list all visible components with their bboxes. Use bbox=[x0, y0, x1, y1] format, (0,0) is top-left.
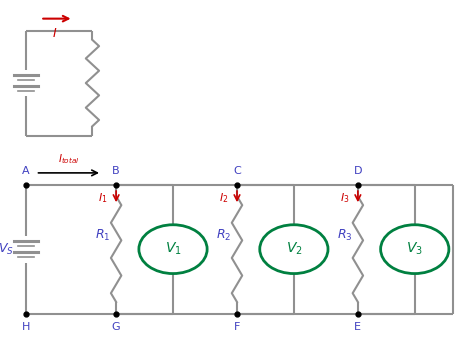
Text: I: I bbox=[53, 27, 56, 40]
Text: $V_1$: $V_1$ bbox=[164, 241, 182, 257]
Text: $V_3$: $V_3$ bbox=[406, 241, 423, 257]
Text: E: E bbox=[355, 322, 361, 332]
Text: A: A bbox=[22, 166, 30, 176]
Text: D: D bbox=[354, 166, 362, 176]
Text: $I_3$: $I_3$ bbox=[340, 192, 349, 205]
Text: $I_1$: $I_1$ bbox=[98, 192, 108, 205]
Text: H: H bbox=[22, 322, 30, 332]
Text: $V_2$: $V_2$ bbox=[285, 241, 302, 257]
Text: $R_2$: $R_2$ bbox=[216, 228, 231, 243]
Text: $R_1$: $R_1$ bbox=[95, 228, 110, 243]
Text: G: G bbox=[112, 322, 120, 332]
Text: C: C bbox=[233, 166, 241, 176]
Text: B: B bbox=[112, 166, 120, 176]
Text: $R_3$: $R_3$ bbox=[337, 228, 352, 243]
Text: $I_2$: $I_2$ bbox=[219, 192, 228, 205]
Text: $I_{total}$: $I_{total}$ bbox=[58, 152, 80, 166]
Text: F: F bbox=[234, 322, 240, 332]
Text: $V_S$: $V_S$ bbox=[0, 242, 14, 257]
